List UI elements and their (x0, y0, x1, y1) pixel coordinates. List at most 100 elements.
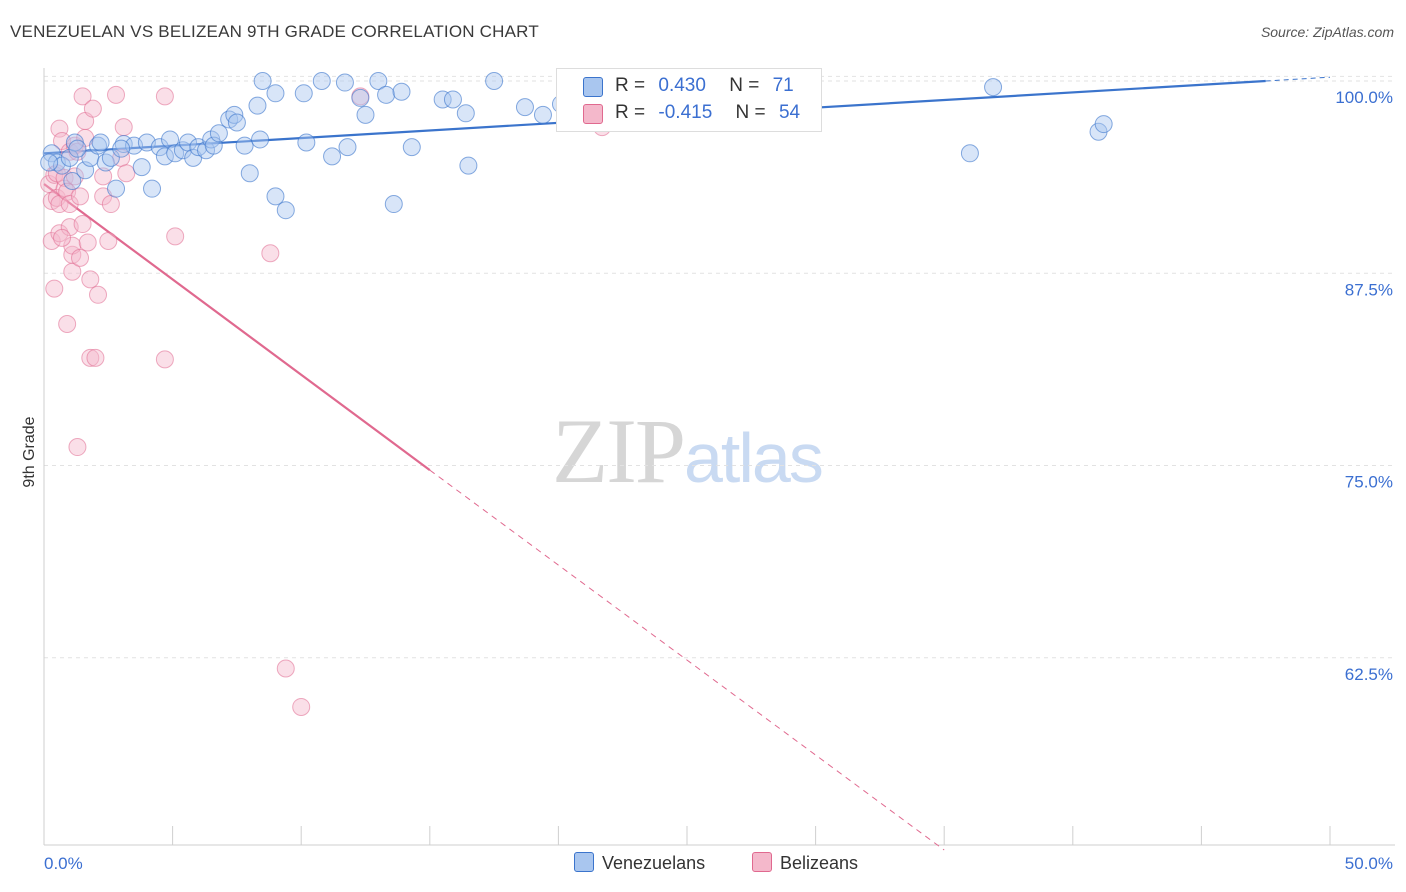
belizean-point (50, 224, 69, 243)
r-value-venezuelans: 0.430 (658, 75, 706, 96)
venezuelan-point (443, 90, 462, 109)
belizean-point (58, 315, 77, 334)
belizean-point (60, 195, 79, 214)
belizeans-legend-swatch (752, 852, 772, 872)
belizean-point (71, 187, 90, 206)
belizean-point (63, 262, 82, 281)
venezuelan-point (248, 96, 267, 115)
n-label: N = (729, 75, 760, 96)
n-label: N = (735, 102, 766, 123)
belizean-point (114, 118, 133, 137)
belizean-point (94, 167, 113, 186)
n-value-belizeans: 54 (778, 102, 801, 123)
venezuelan-point (227, 113, 246, 132)
venezuelan-point (392, 82, 411, 101)
venezuelan-point (240, 164, 259, 183)
x-tick-label-max: 50.0% (1345, 854, 1393, 873)
venezuelan-point (235, 136, 254, 155)
n-value-venezuelans: 71 (772, 75, 794, 96)
y-tick-label: 100.0% (1335, 88, 1393, 107)
venezuelan-point (150, 138, 169, 157)
belizean-point (65, 167, 84, 186)
venezuelan-point (266, 84, 285, 103)
venezuelan-point (251, 130, 270, 149)
belizeans-legend-label: Belizeans (780, 853, 859, 873)
data-points (40, 72, 1113, 716)
belizean-point (89, 285, 108, 304)
venezuelan-point (294, 84, 313, 103)
belizeans-swatch (583, 104, 603, 124)
venezuelan-point (338, 138, 357, 157)
trend-lines (43, 76, 1331, 851)
venezuelan-point (369, 72, 388, 90)
r-label: R = (615, 75, 646, 96)
venezuelan-point (312, 72, 331, 90)
venezuelan-point (533, 105, 552, 124)
venezuelans-legend-swatch (574, 852, 594, 872)
belizean-point (73, 215, 92, 234)
venezuelan-point (459, 156, 478, 175)
bottom-legend-venezuelans: Venezuelans (574, 852, 705, 874)
venezuelan-point (107, 179, 126, 198)
venezuelan-point (456, 104, 475, 123)
r-label: R = (615, 102, 646, 123)
tick-labels: 62.5% 75.0% 87.5% 100.0% 0.0% 50.0% 9th Grade (21, 88, 1393, 873)
correlation-legend: R = 0.430 N = 71 R = -0.415 N = 54 (556, 68, 822, 132)
chart-title: VENEZUELAN VS BELIZEAN 9TH GRADE CORRELA… (10, 22, 539, 41)
venezuelans-swatch (583, 77, 603, 97)
legend-text-belizeans: R = -0.415 N = 54 (615, 102, 800, 124)
venezuelan-point (63, 171, 82, 190)
belizean-point (86, 348, 105, 367)
belizean-point (73, 87, 92, 106)
bottom-legend-belizeans: Belizeans (752, 852, 858, 874)
belizean-point (78, 233, 97, 252)
belizean-point (107, 85, 126, 104)
venezuelans-legend-label: Venezuelans (602, 853, 706, 873)
legend-text-venezuelans: R = 0.430 N = 71 (615, 75, 794, 97)
belizean-point (276, 659, 295, 678)
y-axis-label: 9th Grade (21, 416, 38, 487)
axes (43, 68, 1395, 846)
r-value-belizeans: -0.415 (658, 102, 713, 123)
source-label: Source: ZipAtlas.com (1260, 24, 1394, 40)
x-tick-label-min: 0.0% (44, 854, 83, 873)
watermark-zip: ZIP (552, 400, 686, 502)
watermark-atlas: atlas (684, 419, 824, 497)
belizean-point (68, 438, 87, 457)
grid-lines (44, 75, 1395, 659)
belizean-point (101, 195, 120, 214)
belizean-point (42, 231, 61, 250)
venezuelan-point (485, 72, 504, 90)
venezuelan-point (335, 73, 354, 92)
venezuelan-point (377, 85, 396, 104)
venezuelan-point (297, 133, 316, 152)
venezuelan-point (384, 195, 403, 214)
venezuelan-point (112, 139, 131, 158)
belizean-point (99, 231, 118, 250)
venezuelan-point (1094, 115, 1113, 134)
belizeans-trend-line (43, 183, 431, 471)
venezuelan-point (155, 147, 174, 166)
venezuelan-point (351, 88, 370, 107)
belizean-point (53, 228, 72, 247)
venezuelan-point (68, 139, 87, 158)
belizean-point (292, 697, 311, 716)
belizean-point (261, 244, 280, 263)
venezuelan-point (253, 72, 272, 90)
venezuelan-point (143, 179, 162, 198)
venezuelan-point (89, 136, 108, 155)
watermark: ZIPatlas (552, 398, 824, 504)
venezuelan-point (402, 138, 421, 157)
belizean-point (81, 348, 100, 367)
y-tick-label: 75.0% (1345, 473, 1393, 492)
venezuelan-point (161, 130, 180, 149)
venezuelan-point (209, 124, 228, 143)
belizean-point (81, 270, 100, 289)
belizean-point (155, 350, 174, 369)
venezuelan-point (101, 148, 120, 167)
y-tick-label: 87.5% (1345, 280, 1393, 299)
belizean-point (83, 99, 102, 118)
venezuelan-point (40, 153, 59, 172)
belizean-point (71, 248, 90, 267)
